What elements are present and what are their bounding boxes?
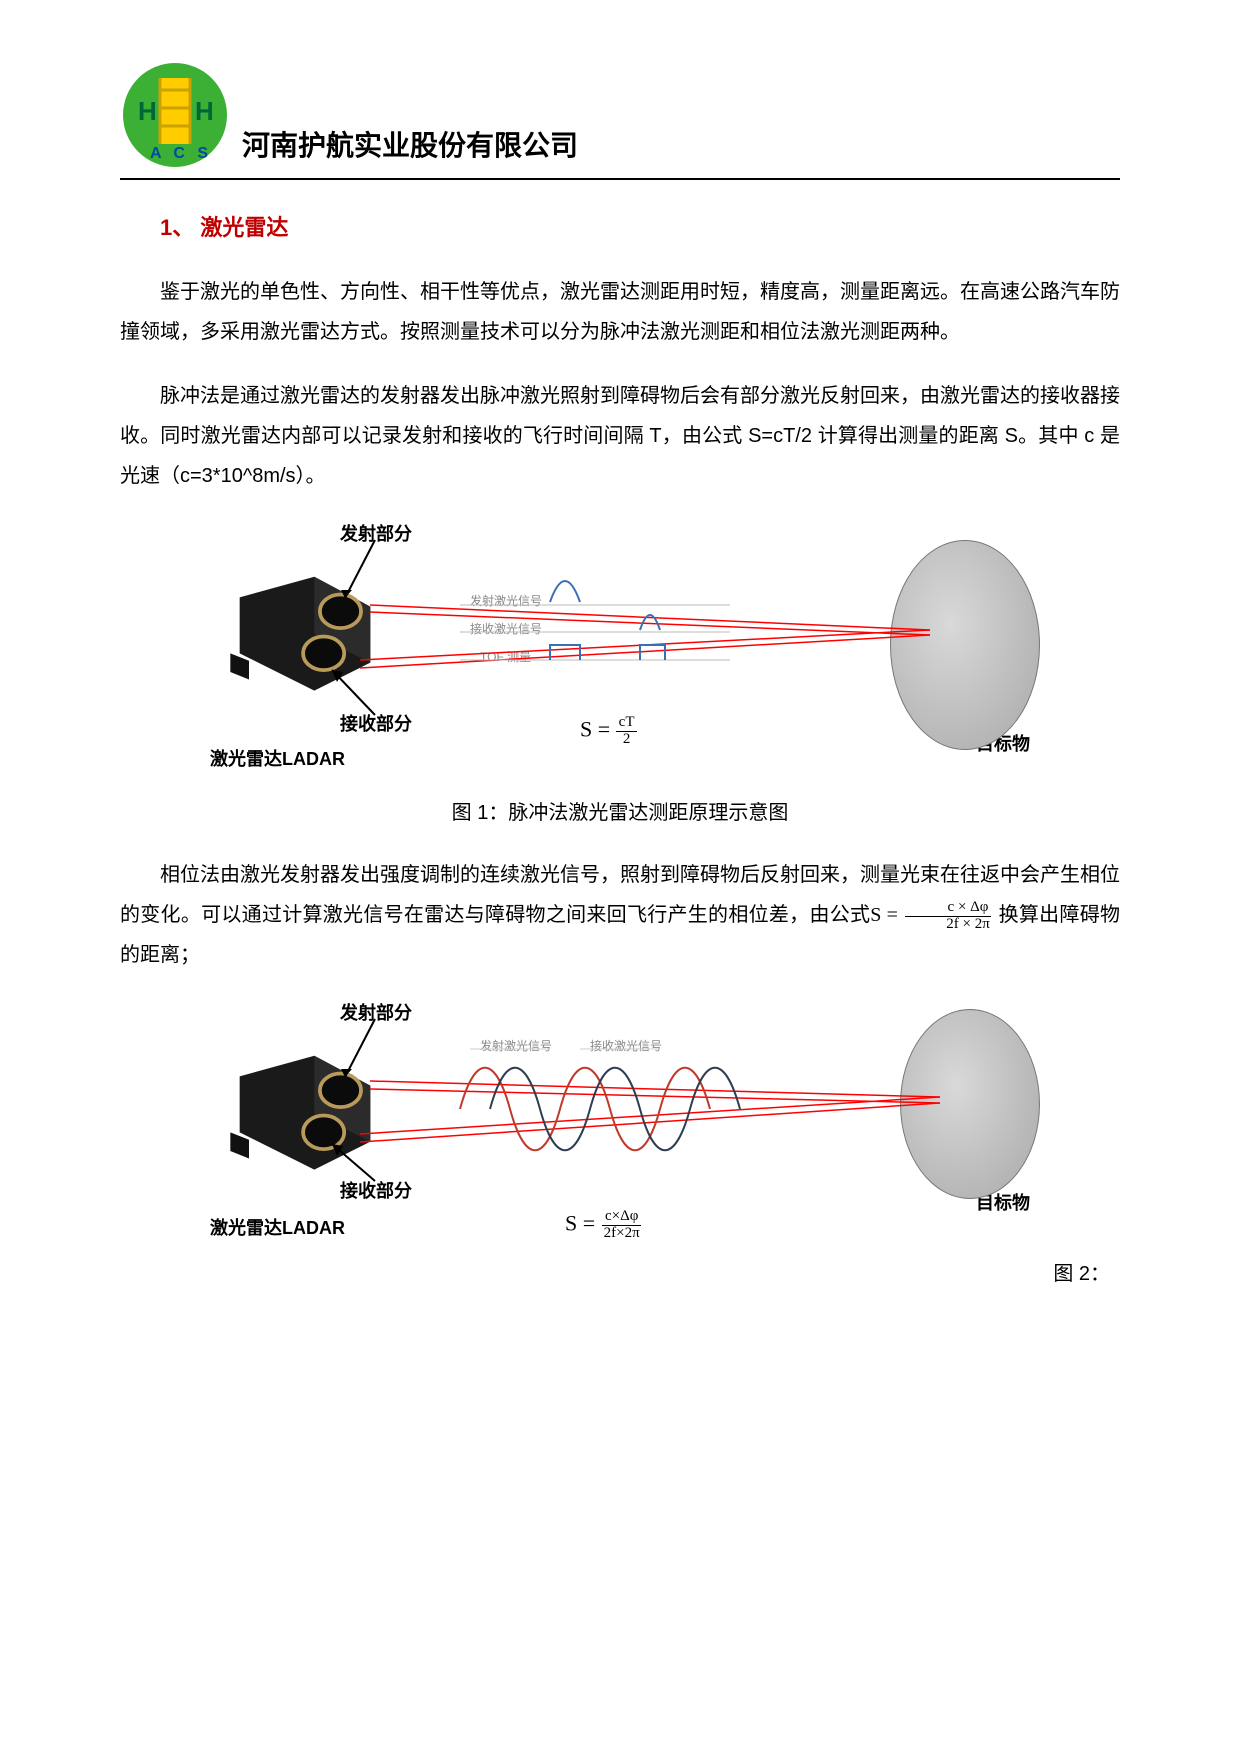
logo-h-right: H [195, 96, 214, 126]
fig2-overlay [170, 999, 1070, 1249]
logo-acs: A C S [150, 145, 212, 162]
paragraph-2: 脉冲法是通过激光雷达的发射器发出脉冲激光照射到障碍物后会有部分激光反射回来，由激… [120, 376, 1120, 496]
section-heading: 1、 激光雷达 [160, 210, 1120, 242]
page-header: H H A C S 河南护航实业股份有限公司 [120, 60, 1120, 180]
company-name: 河南护航实业股份有限公司 [242, 124, 578, 170]
logo-h-left: H [138, 96, 157, 126]
figure-1-caption: 图 1：脉冲法激光雷达测距原理示意图 [120, 796, 1120, 825]
figure-2-label: 图 2： [120, 1257, 1120, 1286]
paragraph-1: 鉴于激光的单色性、方向性、相干性等优点，激光雷达测距用时短，精度高，测量距离远。… [120, 272, 1120, 352]
figure-2: 发射部分 接收部分 激光雷达LADAR 目标物 发射激光信号 接收激光信号 S … [120, 999, 1120, 1286]
inline-formula: S = c × Δφ2f × 2π [870, 904, 993, 926]
figure-1: 发射部分 接收部分 激光雷达LADAR 目标物 发射激光信号 接收激光信号 TO… [120, 520, 1120, 825]
paragraph-3: 相位法由激光发射器发出强度调制的连续激光信号，照射到障碍物后反射回来，测量光束在… [120, 855, 1120, 975]
company-logo: H H A C S [120, 60, 230, 170]
fig1-overlay [170, 520, 1070, 780]
